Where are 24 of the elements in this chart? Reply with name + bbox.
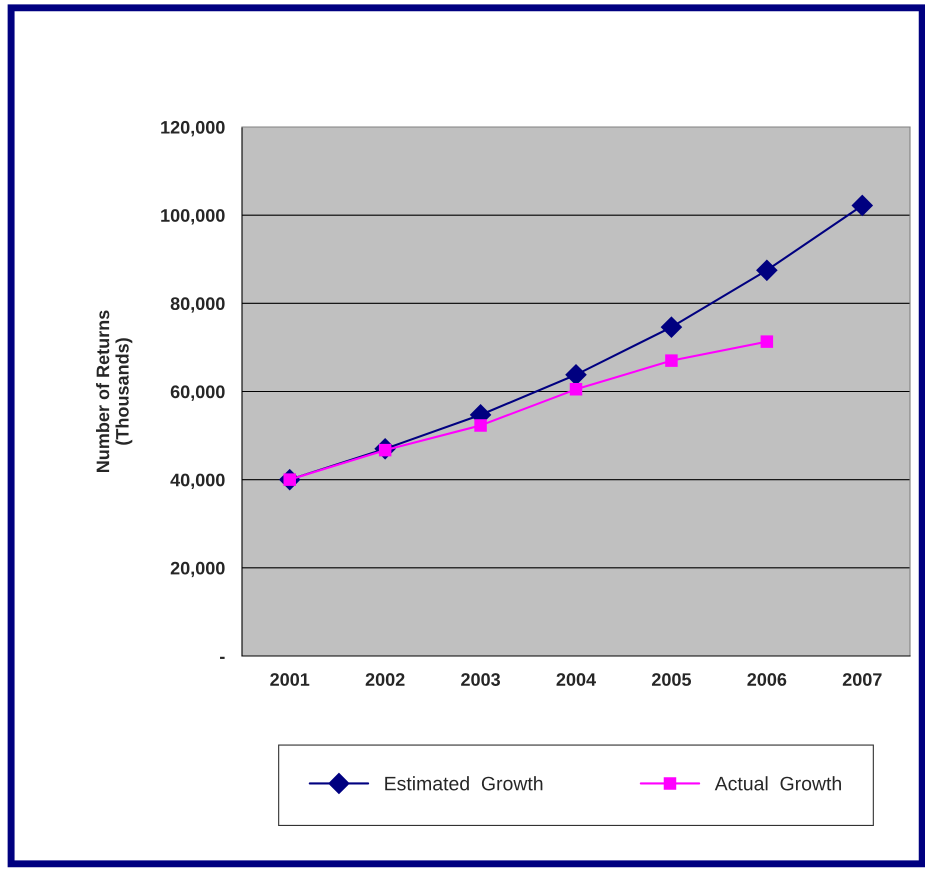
point: [660, 316, 682, 338]
x-tick-label: 2001: [270, 673, 310, 686]
x-tick-label: 2005: [652, 673, 692, 686]
x-tick-label: 2003: [461, 673, 500, 686]
point: [852, 194, 873, 216]
point: [665, 354, 678, 367]
legend-label: Actual Growth: [714, 776, 841, 790]
y-tick-label: 20,000: [170, 562, 225, 578]
x-tick-label: 2006: [747, 673, 786, 686]
point: [756, 260, 778, 281]
point: [474, 419, 487, 432]
x-tick-label: 2002: [366, 673, 405, 686]
legend-label: Estimated Growth: [385, 776, 542, 790]
y-tick-label: 100,000: [161, 209, 225, 225]
y-axis-title: Number of Returns (Thousands): [96, 310, 132, 472]
y-tick-label: 80,000: [170, 297, 225, 313]
point: [570, 383, 582, 396]
y-tick-label: -: [220, 656, 225, 659]
point: [760, 335, 774, 348]
x-tick-label: 2007: [842, 673, 882, 686]
x-tick-label: 2004: [556, 673, 596, 686]
y-tick-label: 60,000: [170, 385, 225, 401]
y-tick-label: 120,000: [161, 120, 225, 136]
y-tick-label: 40,000: [170, 474, 225, 490]
